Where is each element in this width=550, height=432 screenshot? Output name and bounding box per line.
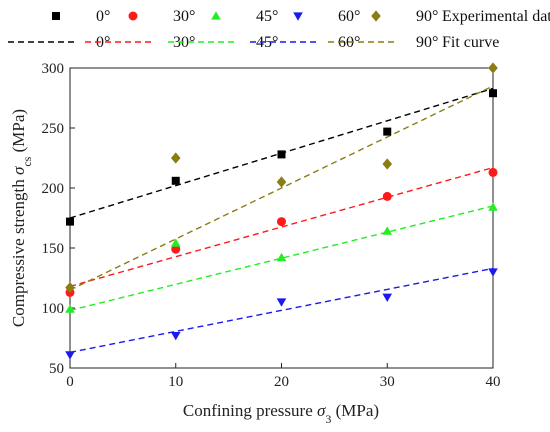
- legend-label: 90°: [416, 34, 438, 51]
- data-point: [382, 158, 393, 170]
- data-point: [488, 62, 498, 74]
- data-point: [382, 226, 393, 235]
- fit-line: [69, 267, 494, 354]
- legend-marker: [211, 11, 221, 20]
- legend-label: 90°: [416, 8, 438, 25]
- data-point: [488, 268, 498, 277]
- data-point: [489, 89, 497, 98]
- legend: 0°0°30°30°45°45°60°60°90°90°Experimental…: [8, 8, 550, 51]
- data-point: [488, 167, 498, 177]
- legend-label: 0°: [96, 8, 110, 25]
- legend-label: 60°: [338, 8, 360, 25]
- data-points: [65, 62, 498, 360]
- data-point: [277, 217, 286, 227]
- legend-label: 0°: [96, 34, 110, 51]
- x-tick-label: 30: [380, 374, 395, 390]
- fit-line: [69, 205, 494, 312]
- axis-ticks: 0 10 20 30 40 50 100 150 200 250 300: [42, 61, 501, 390]
- legend-marker: [128, 11, 138, 21]
- data-point: [171, 176, 180, 185]
- x-tick-label: 40: [486, 374, 501, 390]
- legend-experimental-label: Experimental data: [442, 8, 550, 25]
- fit-line: [69, 85, 494, 291]
- legend-label: 45°: [256, 8, 278, 25]
- x-tick-label: 0: [66, 374, 74, 390]
- fit-line: [69, 166, 494, 288]
- data-point: [488, 202, 498, 211]
- data-point: [170, 238, 181, 247]
- data-point: [65, 351, 75, 360]
- y-tick-label: 150: [42, 241, 65, 257]
- data-point: [276, 176, 287, 188]
- data-point: [382, 191, 392, 201]
- data-point: [277, 150, 286, 159]
- y-tick-label: 50: [49, 361, 64, 377]
- y-tick-label: 300: [42, 61, 65, 77]
- y-tick-label: 100: [42, 301, 65, 317]
- legend-marker: [293, 12, 303, 21]
- legend-label: 30°: [173, 8, 195, 25]
- data-point: [383, 127, 392, 136]
- legend-label: 30°: [173, 34, 195, 51]
- x-tick-label: 20: [274, 374, 289, 390]
- legend-marker: [52, 12, 60, 20]
- data-point: [382, 293, 393, 302]
- data-point: [171, 244, 181, 254]
- legend-fit-label: Fit curve: [442, 34, 499, 51]
- data-point: [65, 304, 75, 313]
- data-point: [276, 252, 287, 262]
- x-tick-label: 10: [168, 374, 183, 390]
- legend-marker: [371, 10, 381, 22]
- data-point: [66, 217, 74, 226]
- y-tick-label: 200: [42, 181, 65, 197]
- y-axis-title: Compressive strength σcs (MPa): [9, 109, 34, 327]
- data-point: [65, 282, 75, 294]
- data-point: [170, 152, 181, 164]
- legend-label: 45°: [256, 34, 278, 51]
- y-tick-label: 250: [42, 121, 65, 137]
- data-point: [276, 298, 287, 307]
- data-point: [170, 332, 181, 341]
- x-axis-title: Confining pressure σ3 (MPa): [183, 401, 379, 426]
